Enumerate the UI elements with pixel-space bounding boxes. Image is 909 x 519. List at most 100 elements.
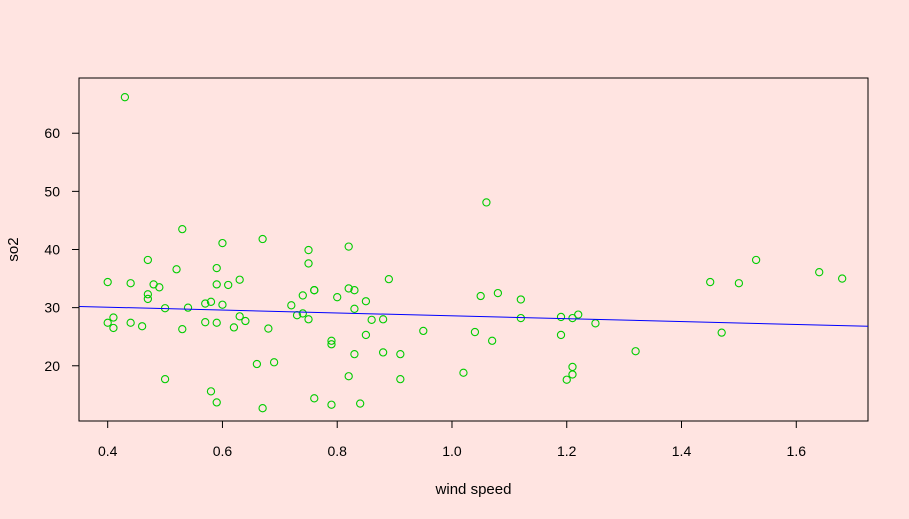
data-point [298, 309, 307, 318]
data-point [493, 288, 503, 298]
data-point [103, 318, 112, 327]
data-point [120, 93, 130, 102]
data-point [304, 315, 313, 324]
data-point [361, 297, 371, 306]
data-point [212, 398, 221, 407]
data-point [356, 399, 365, 408]
x-tick-label: 1.0 [442, 443, 462, 459]
data-point [556, 330, 566, 340]
data-point [206, 387, 216, 396]
data-point [367, 315, 376, 324]
data-point [172, 265, 181, 274]
data-point [137, 322, 147, 331]
y-tick-label: 30 [44, 300, 60, 316]
data-point [419, 326, 428, 336]
y-tick-label: 20 [44, 358, 60, 374]
data-point [143, 294, 153, 304]
data-point [310, 394, 319, 403]
data-point [235, 312, 244, 321]
data-point [126, 318, 135, 327]
data-point [568, 370, 577, 379]
data-point [396, 374, 405, 384]
data-point [212, 318, 221, 327]
x-tick-label: 1.6 [787, 443, 807, 459]
data-point [344, 284, 353, 293]
data-point [568, 362, 577, 372]
regression-line [78, 305, 869, 327]
data-point [109, 313, 118, 322]
data-point [218, 300, 227, 309]
data-point [304, 259, 313, 268]
data-point [201, 299, 210, 308]
x-tick-label: 0.6 [213, 443, 233, 459]
x-tick-label: 0.4 [98, 443, 118, 459]
data-point [252, 359, 262, 369]
y-tick-label: 40 [44, 242, 60, 258]
data-point [178, 324, 187, 334]
x-tick-label: 1.4 [672, 443, 692, 459]
data-point [103, 277, 112, 287]
data-point [482, 198, 491, 207]
data-point [734, 279, 744, 288]
data-point [224, 280, 233, 290]
regression-line-layer [78, 305, 869, 327]
data-point [241, 316, 250, 326]
data-point [350, 304, 359, 313]
data-point [378, 315, 388, 324]
data-point [109, 323, 118, 333]
data-point [706, 277, 715, 287]
y-axis-label: so2 [5, 237, 22, 261]
data-point [838, 274, 847, 283]
data-point [201, 318, 210, 327]
data-point [235, 275, 244, 284]
data-point [350, 349, 359, 359]
x-axis: 0.4 0.6 0.8 1.0 1.2 1.4 1.6 [98, 420, 807, 459]
data-point [155, 283, 164, 292]
data-point [178, 225, 187, 234]
data-point [126, 279, 135, 288]
data-point [183, 303, 193, 312]
y-axis: 20 30 40 50 60 [44, 125, 80, 374]
data-point [459, 368, 468, 377]
data-point [143, 290, 153, 299]
data-point [304, 245, 313, 255]
data-point [344, 372, 353, 381]
data-point [212, 280, 221, 289]
data-point [212, 263, 221, 273]
data-point [298, 291, 307, 300]
data-point [516, 295, 525, 304]
data-point [218, 238, 227, 248]
data-point [327, 336, 336, 345]
data-point [206, 297, 216, 306]
y-tick-label: 60 [44, 125, 60, 141]
plot-frame [78, 77, 869, 422]
data-point [327, 340, 336, 349]
data-point [562, 375, 571, 384]
data-point [287, 301, 296, 310]
data-point [350, 286, 359, 295]
data-point [815, 268, 824, 277]
x-tick-label: 0.8 [327, 443, 347, 459]
data-point [396, 349, 405, 359]
x-tick-label: 1.2 [557, 443, 577, 459]
data-point [378, 348, 388, 357]
data-point [556, 312, 566, 322]
data-point [327, 400, 336, 409]
data-point [258, 234, 267, 244]
data-point [344, 242, 353, 251]
data-points [103, 93, 847, 413]
data-point [361, 330, 371, 340]
data-point [717, 328, 726, 337]
data-point [751, 255, 761, 265]
data-point [476, 291, 485, 301]
data-point [264, 324, 273, 333]
y-tick-label: 50 [44, 183, 60, 199]
data-point [143, 255, 153, 265]
x-axis-label: wind speed [435, 481, 512, 498]
data-point [487, 336, 497, 345]
plot-area [78, 77, 869, 422]
data-point [384, 274, 394, 284]
data-point [310, 286, 319, 295]
data-point [631, 347, 640, 356]
